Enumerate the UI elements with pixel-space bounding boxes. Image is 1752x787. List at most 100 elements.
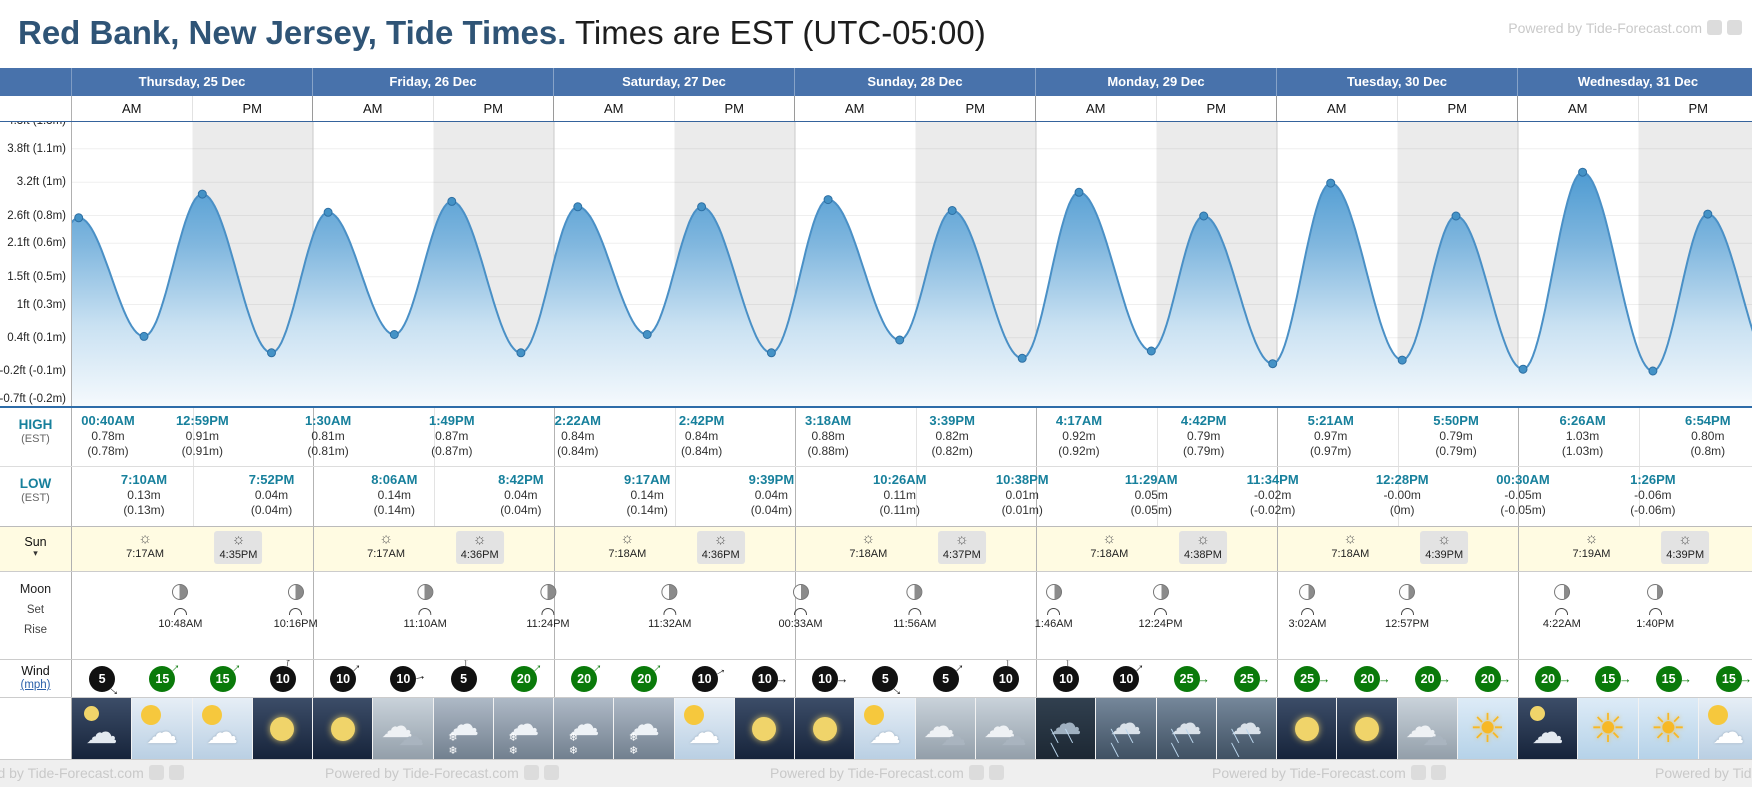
column-divider [1397,467,1399,526]
wind-badge: 10 → [992,660,1019,692]
column-divider [915,467,917,526]
weather-tiles: ☁ ☁ ☁ ☁ ☁ ☁ ❄ ❄ ☁ ❄ ❄ ☁ ❄ ❄ ☁ ❄ ❄ ☁ ☁ ☁ ☁ ☁ ☁ ☁ ╲ ╲ ╲ ☁ ╲ ╲ ╲ ☁… [72,698,1752,759]
sunset-entry: ☼ 4:38PM [1179,531,1227,564]
sunset-icon: ☼ [955,531,969,548]
watermark-icon [1430,765,1446,780]
set-time: 4:37PM [942,549,981,561]
wind-badge: 20 → [1354,665,1391,692]
wind-badge: 15 → [209,660,244,692]
moon-set-icon [541,608,555,615]
high-tide-entry-height-m: 0.81m [311,429,345,443]
watermark-strip: Powered by Tide-Forecast.com Powered by T… [0,760,1752,787]
column-divider [674,467,676,526]
wind-badge: 5 → [450,660,477,692]
watermark-icon [988,765,1004,780]
sunrise-icon: ☼ [861,530,876,547]
column-divider [1518,408,1519,466]
high-tide-entry-time: 12:59PM [175,413,229,428]
moon-icon [84,706,99,721]
wind-badge: 15 → [1715,665,1752,692]
moon-set-time: 1:46AM [1034,618,1073,630]
cloud-icon: ☁ [507,706,540,743]
high-tide-entry-height-m2: (0.87m) [431,444,473,458]
low-tide-entry-height-m2: (0.05m) [1130,503,1172,517]
wind-speed-value: 15 [215,671,230,686]
column-divider [554,527,555,571]
wind-speed-value: 15 [155,671,170,686]
high-tide-entry-time: 5:50PM [1433,413,1479,428]
y-axis-label: 3.8ft (1.1m) [7,142,66,155]
wind-badge: 20 → [631,660,666,692]
moon-rise-icon [1648,608,1662,615]
low-tide-entry-time: 00:30AM [1496,472,1550,487]
sun-label: Sun [24,535,47,549]
tide-curve-svg [72,122,1752,406]
moon-set-icon [794,608,808,615]
y-axis-label: 1.5ft (0.5m) [7,270,66,283]
tide-extreme-dot [323,207,333,217]
low-tide-entry-time: 7:52PM [248,472,295,487]
sun-icon: ☀ [1589,707,1626,751]
low-tide-entry-height-m2: (0.01m) [1001,503,1043,517]
low-tide-entry-height-m2: (0.13m) [123,503,165,517]
weather-icon-night-clear [313,698,374,759]
powered-watermark-text: Powered by Tide-Forecast.com [1508,20,1702,36]
high-tide-entry-height-m: 0.87m [435,429,469,443]
sunset-entry: ☼ 4:36PM [455,531,504,564]
high-tide-entry-time: 6:54PM [1685,413,1731,428]
high-tide-entry-height-m2: (0.78m) [87,444,129,458]
moon-rise-icon [663,608,677,615]
low-tide-entry-time: 7:10AM [120,472,168,487]
moon-icon [330,717,355,741]
wind-speed-value: 10 [757,671,772,686]
tide-extreme-dot [1397,355,1407,365]
wind-speed-value: 10 [818,671,833,686]
watermark-icon [968,765,984,780]
sunset-icon: ☼ [1437,531,1452,548]
forecast-grid: Thursday, 25 Dec Friday, 26 Dec Saturday, … [0,68,1752,787]
wind-speed-value: 5 [98,671,106,686]
low-tide-entry: 7:52PM 0.04m (0.04m) [249,472,295,517]
low-tide-entry-height-m2: (-0.05m) [1500,503,1546,517]
sunset-entry: ☼ 4:36PM [696,531,745,564]
high-tide-entry-time: 2:42PM [678,413,725,428]
tide-extreme-dot [573,202,583,212]
moon-rise-icon [418,608,432,615]
cloud-icon: ☁ [688,714,721,751]
day-header-cell-5: Tuesday, 30 Dec [1277,68,1518,96]
sunset-entry: ☼ 4:37PM [937,531,986,564]
low-tide-entry-time: 12:28PM [1375,472,1429,487]
wind-speed-value: 5 [460,671,468,686]
low-tide-entry-height-m2: (0.04m) [500,503,542,517]
high-tide-entry-height-m: 0.78m [91,429,125,443]
sunset-entry: ☼ 4:39PM [1420,531,1469,564]
cloud-icon: ☁ [1230,704,1263,741]
moon-icon [1294,717,1319,741]
powered-watermark: Powered by Tide-Forecast.com [1212,765,1446,781]
wind-speed-value: 15 [1721,671,1736,686]
low-tide-entry: 1:26PM -0.06m (-0.06m) [1630,472,1676,517]
moon-set-icon [289,608,303,615]
sunrise-icon: ☼ [138,530,152,547]
pm-label-day2: PM [675,96,795,121]
wind-unit-link[interactable]: (mph) [20,679,51,691]
wind-speed-value: 10 [1119,671,1134,686]
tide-extreme-dot [1326,178,1336,188]
page-title: Red Bank, New Jersey, Tide Times. Times … [0,0,1752,52]
moon-set-time: 10:16PM [273,618,318,630]
wind-direction-arrow: → [412,666,428,684]
high-tide-entry-height-m: 0.79m [1187,429,1221,443]
chevron-down-icon: ▾ [33,548,38,558]
moon-set-entry: 1:46AM [1035,584,1073,630]
moon-phase-icon [1647,584,1664,600]
moon-rise-time: 11:32AM [648,618,692,630]
high-tide-entry-time: 00:40AM [81,413,135,428]
weather-icon-night-clear [1277,698,1338,759]
pm-label-day1: PM [434,96,554,121]
sunset-icon: ☼ [231,531,246,548]
sunset-entry: ☼ 4:39PM [1661,531,1710,564]
wind-badge: 25 → [1173,665,1210,692]
ampm-cells: AM PM AM PM AM PM AM PM AM PM AM PM AM PM [72,96,1752,121]
column-divider [1036,467,1037,526]
high-tide-entry: 4:42PM 0.79m (0.79m) [1181,413,1227,458]
